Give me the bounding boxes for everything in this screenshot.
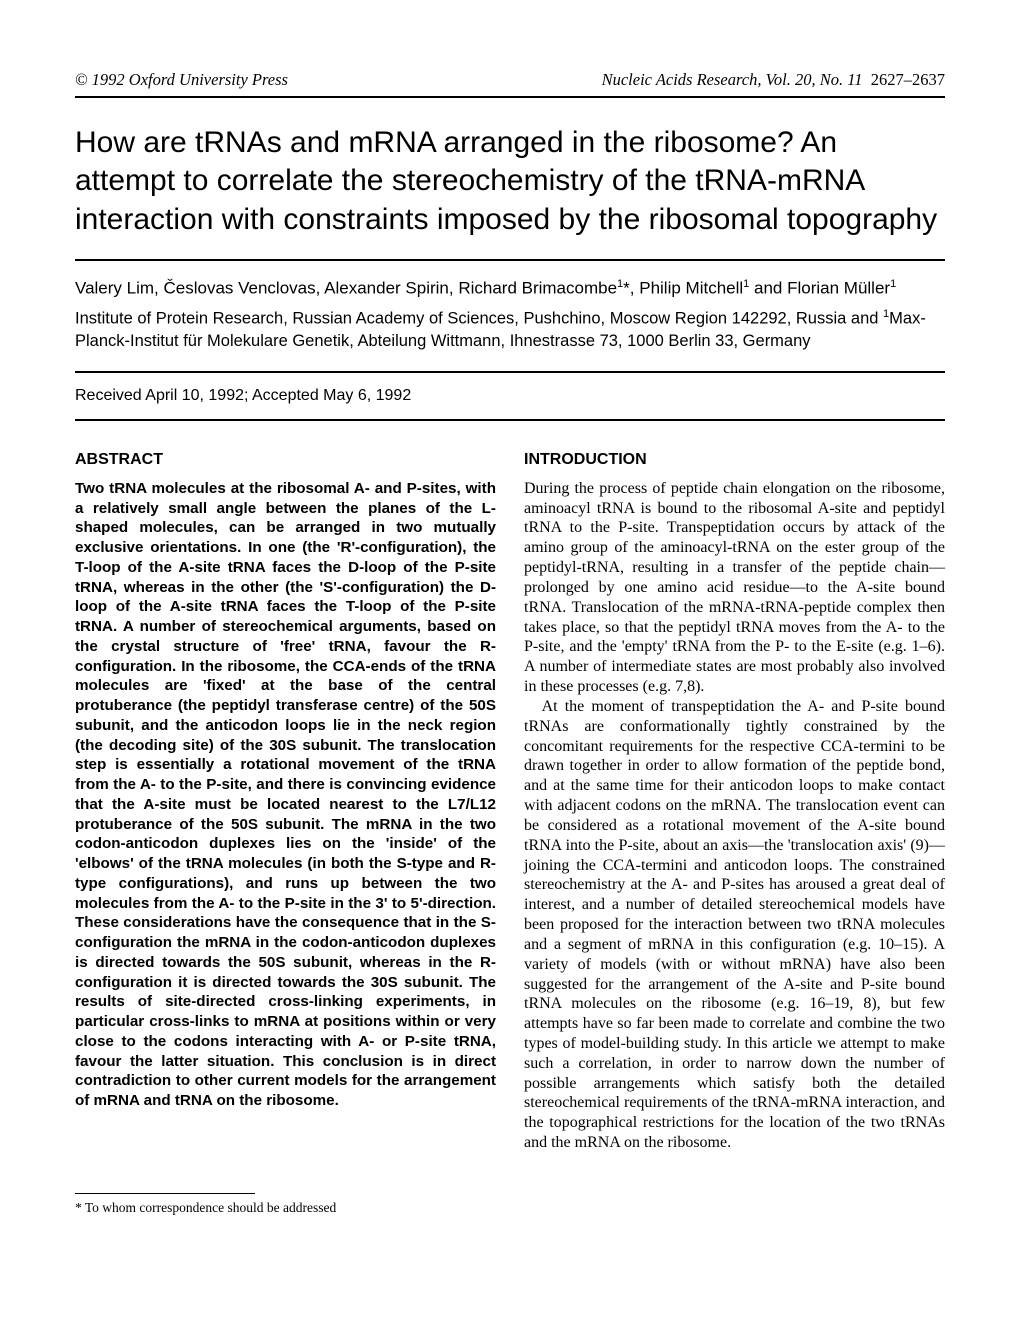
running-header: © 1992 Oxford University Press Nucleic A… <box>75 70 945 90</box>
two-column-body: ABSTRACT Two tRNA molecules at the ribos… <box>75 451 945 1153</box>
right-column: INTRODUCTION During the process of pepti… <box>524 451 945 1153</box>
title-rule <box>75 259 945 261</box>
journal-citation: Nucleic Acids Research, Vol. 20, No. 11 … <box>602 70 945 90</box>
journal-name: Nucleic Acids Research, Vol. 20, No. 11 <box>602 70 863 89</box>
introduction-body: During the process of peptide chain elon… <box>524 479 945 1153</box>
page-container: © 1992 Oxford University Press Nucleic A… <box>0 0 1020 1333</box>
received-dates: Received April 10, 1992; Accepted May 6,… <box>75 387 945 405</box>
copyright-text: © 1992 Oxford University Press <box>75 70 288 90</box>
intro-paragraph-1: During the process of peptide chain elon… <box>524 479 945 697</box>
correspondence-footnote: * To whom correspondence should be addre… <box>75 1200 945 1216</box>
author-list: Valery Lim, Česlovas Venclovas, Alexande… <box>75 277 945 301</box>
header-rule <box>75 96 945 98</box>
affil-rule-top <box>75 371 945 373</box>
footnote-rule <box>75 1193 255 1194</box>
left-column: ABSTRACT Two tRNA molecules at the ribos… <box>75 451 496 1153</box>
intro-paragraph-2: At the moment of transpeptidation the A-… <box>524 697 945 1153</box>
article-title: How are tRNAs and mRNA arranged in the r… <box>75 124 945 239</box>
page-range: 2627–2637 <box>871 70 945 89</box>
introduction-heading: INTRODUCTION <box>524 451 945 469</box>
affil-rule-bottom <box>75 419 945 421</box>
abstract-body: Two tRNA molecules at the ribosomal A- a… <box>75 479 496 1111</box>
abstract-heading: ABSTRACT <box>75 451 496 469</box>
affiliations: Institute of Protein Research, Russian A… <box>75 307 945 353</box>
